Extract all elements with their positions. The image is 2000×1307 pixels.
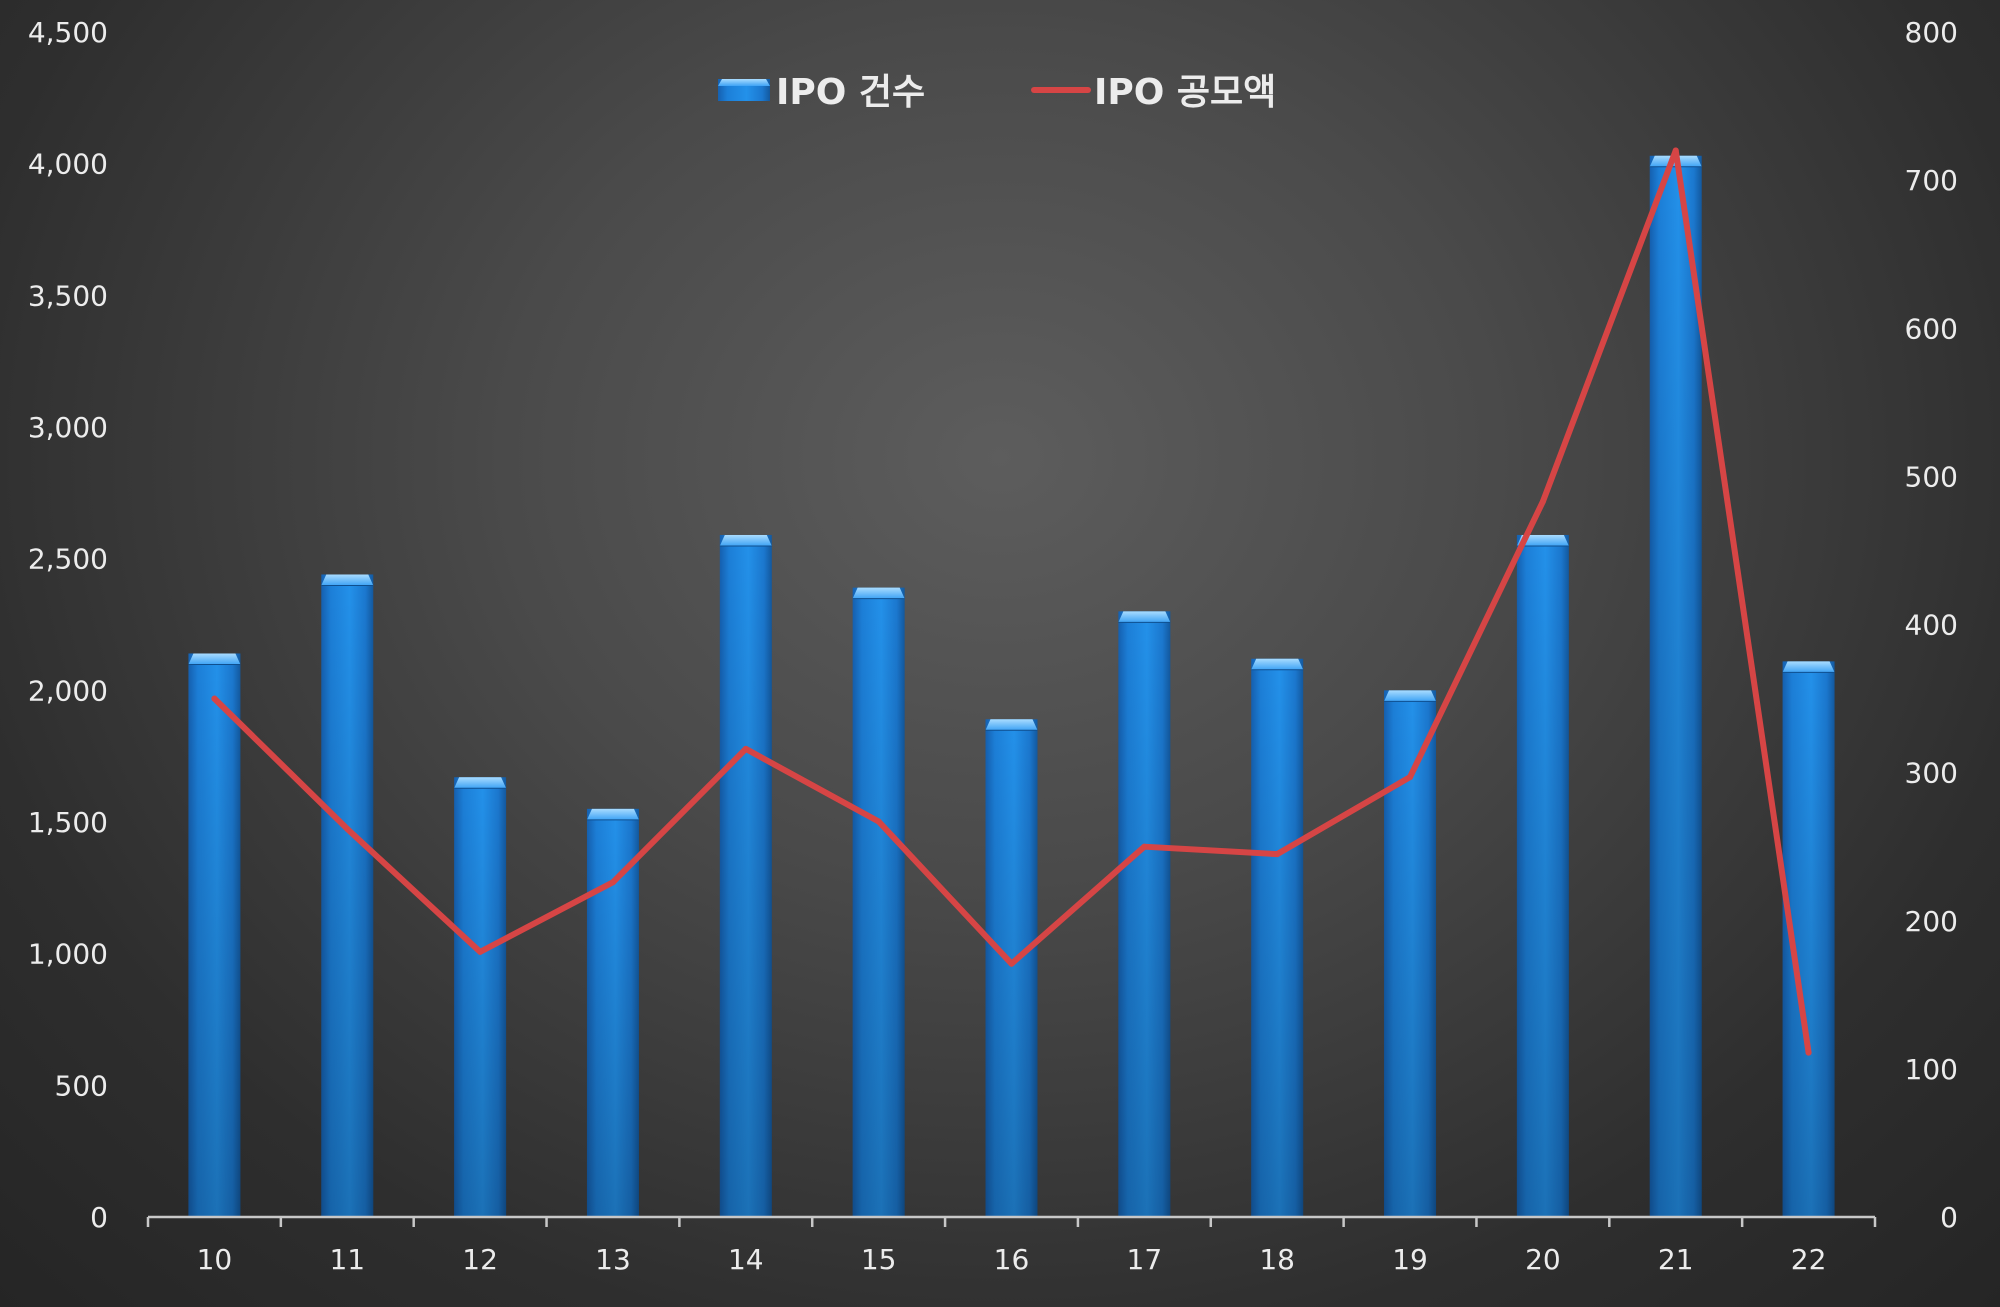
- line-point-20: [1539, 498, 1546, 505]
- x-tick-label: 17: [1127, 1243, 1163, 1276]
- legend-label-ipo-amount: IPO 공모액: [1094, 72, 1276, 113]
- bar-15: [852, 587, 905, 1217]
- line-point-19: [1407, 774, 1414, 781]
- bar-18: [1251, 658, 1304, 1217]
- x-tick-label: 16: [994, 1243, 1030, 1276]
- legend-item-ipo-amount: IPO 공모액: [1031, 72, 1276, 113]
- line-point-21: [1672, 147, 1679, 154]
- bar-13: [586, 808, 639, 1217]
- y-right-tick-label: 400: [1905, 609, 1958, 642]
- line-point-18: [1274, 851, 1281, 858]
- bar-11: [321, 574, 374, 1217]
- x-tick-label: 18: [1259, 1243, 1295, 1276]
- y-right-tick-label: 800: [1905, 16, 1958, 49]
- y-right-tick-label: 0: [1940, 1201, 1958, 1234]
- x-tick-label: 22: [1791, 1243, 1827, 1276]
- legend-item-ipo-count: IPO 건수: [718, 72, 925, 113]
- line-point-15: [875, 818, 882, 825]
- line-point-12: [477, 948, 484, 955]
- y-right-tick-label: 700: [1905, 164, 1958, 197]
- line-point-16: [1008, 960, 1015, 967]
- axes: 10 11 12 13 14 15 16 17 18 19 20 21 22 0 500 1,000 1,500…: [28, 16, 1958, 1276]
- y-right-tick-label: 600: [1905, 312, 1958, 345]
- y-left-tick-label: 1,500: [28, 806, 108, 839]
- y-left-tick-label: 2,500: [28, 543, 108, 576]
- line-point-13: [609, 879, 616, 886]
- line-point-22: [1805, 1049, 1812, 1056]
- bar-series-ipo-count: [188, 155, 1835, 1218]
- y-left-tick-label: 4,000: [28, 148, 108, 181]
- line-point-10: [211, 695, 218, 702]
- line-series-ipo-amount: [211, 147, 1812, 1056]
- bar-16: [985, 719, 1038, 1217]
- bar-19: [1384, 690, 1437, 1217]
- y-left-tick-label: 2,000: [28, 674, 108, 707]
- bar-10: [188, 653, 241, 1217]
- y-left-tick-label: 3,000: [28, 411, 108, 444]
- bar-21: [1649, 155, 1702, 1218]
- bar-12: [454, 777, 507, 1217]
- x-tick-label: 20: [1525, 1243, 1561, 1276]
- x-tick-label: 11: [329, 1243, 365, 1276]
- x-tick-label: 12: [462, 1243, 498, 1276]
- x-tick-label: 15: [861, 1243, 897, 1276]
- x-tick-label: 14: [728, 1243, 764, 1276]
- x-tick-label: 19: [1392, 1243, 1428, 1276]
- line-point-11: [344, 825, 351, 832]
- y-left-tick-label: 3,500: [28, 279, 108, 312]
- x-tick-label: 13: [595, 1243, 631, 1276]
- y-right-tick-label: 300: [1905, 757, 1958, 790]
- y-left-tick-label: 4,500: [28, 16, 108, 49]
- bar-20: [1516, 534, 1569, 1217]
- y-left-tick-label: 1,000: [28, 938, 108, 971]
- y-right-tick-label: 100: [1905, 1053, 1958, 1086]
- y-right-tick-label: 200: [1905, 905, 1958, 938]
- bar-22: [1782, 661, 1835, 1217]
- y-right-tick-label: 500: [1905, 460, 1958, 493]
- line-point-14: [742, 745, 749, 752]
- x-tick-label: 10: [197, 1243, 233, 1276]
- bar-17: [1118, 611, 1171, 1217]
- y-left-tick-label: 0: [90, 1201, 108, 1234]
- line-point-17: [1141, 843, 1148, 850]
- y-left-tick-label: 500: [55, 1069, 108, 1102]
- bar-14: [719, 534, 772, 1217]
- legend-label-ipo-count: IPO 건수: [776, 72, 925, 113]
- x-tick-label: 21: [1658, 1243, 1694, 1276]
- legend: IPO 건수 IPO 공모액: [718, 72, 1276, 113]
